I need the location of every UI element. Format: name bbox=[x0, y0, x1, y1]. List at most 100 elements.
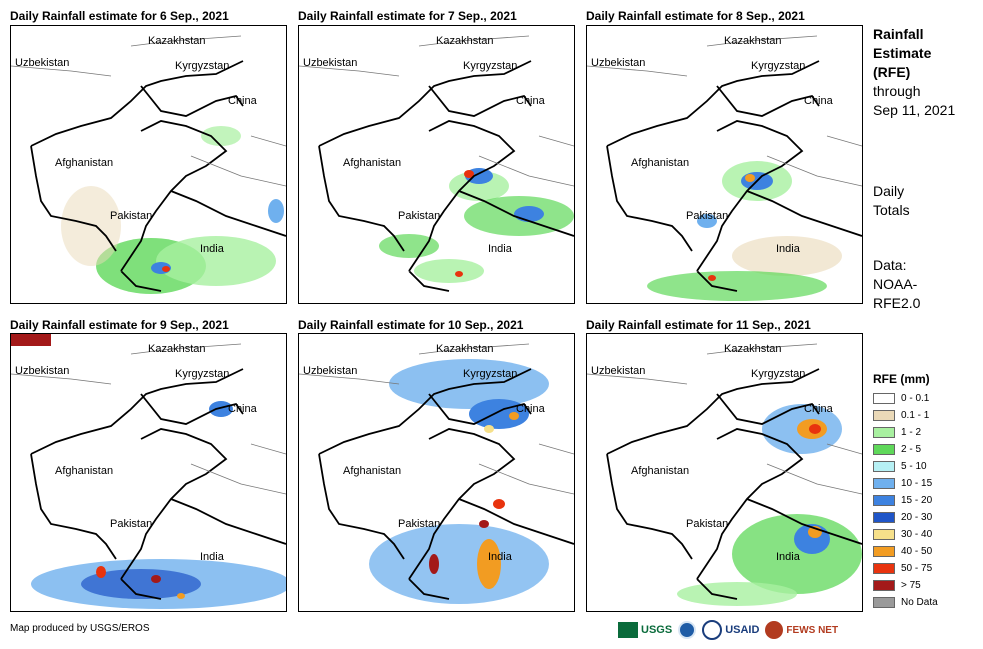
country-label-uzbekistan: Uzbekistan bbox=[591, 365, 646, 377]
fews-globe-icon bbox=[765, 621, 784, 639]
country-label-china: China bbox=[804, 95, 833, 107]
country-label-china: China bbox=[804, 403, 833, 415]
legend-label: No Data bbox=[901, 596, 938, 608]
legend-item: No Data bbox=[873, 594, 938, 610]
country-label-pakistan: Pakistan bbox=[686, 210, 729, 222]
country-label-afghanistan: Afghanistan bbox=[55, 465, 114, 477]
rainfall-map-sep10 bbox=[299, 343, 574, 604]
rainfall-map-sep11 bbox=[587, 343, 862, 606]
country-label-kyrgyzstan: Kyrgyzstan bbox=[175, 368, 230, 380]
country-label-uzbekistan: Uzbekistan bbox=[591, 57, 646, 69]
legend-item: 1 - 2 bbox=[873, 424, 921, 440]
legend-swatch bbox=[873, 477, 895, 489]
noaa-logo-icon bbox=[678, 621, 697, 639]
country-label-uzbekistan: Uzbekistan bbox=[303, 365, 358, 377]
country-label-uzbekistan: Uzbekistan bbox=[303, 57, 358, 69]
rainfall-map-sep8 bbox=[587, 35, 862, 301]
country-label-india: India bbox=[776, 551, 800, 563]
legend-swatch bbox=[873, 596, 895, 608]
map-panel-sep11 bbox=[586, 333, 863, 612]
map-panel-sep10 bbox=[298, 333, 575, 612]
map-credit: Map produced by USGS/EROS bbox=[10, 623, 150, 634]
country-label-kyrgyzstan: Kyrgyzstan bbox=[751, 60, 806, 72]
legend-label: 15 - 20 bbox=[901, 494, 933, 506]
map-panel-sep9 bbox=[10, 333, 287, 612]
legend-swatch bbox=[873, 545, 895, 557]
legend-swatch bbox=[873, 528, 895, 540]
legend-item: > 75 bbox=[873, 577, 921, 593]
map-panel-sep8 bbox=[586, 25, 863, 304]
country-label-china: China bbox=[228, 95, 257, 107]
country-label-pakistan: Pakistan bbox=[398, 210, 441, 222]
map-panel-sep7 bbox=[298, 25, 575, 304]
legend-item: 20 - 30 bbox=[873, 509, 932, 525]
legend-swatch bbox=[873, 494, 895, 506]
legend-title: RFE (mm) bbox=[873, 372, 930, 386]
panel-title-sep8: Daily Rainfall estimate for 8 Sep., 2021 bbox=[586, 9, 805, 23]
legend-label: 10 - 15 bbox=[901, 477, 933, 489]
country-label-kyrgyzstan: Kyrgyzstan bbox=[751, 368, 806, 380]
country-label-afghanistan: Afghanistan bbox=[343, 157, 402, 169]
panel-title-sep11: Daily Rainfall estimate for 11 Sep., 202… bbox=[586, 318, 811, 332]
country-label-afghanistan: Afghanistan bbox=[343, 465, 402, 477]
legend-item: 0.1 - 1 bbox=[873, 407, 929, 423]
legend-swatch bbox=[873, 443, 895, 455]
legend-label: 0.1 - 1 bbox=[901, 409, 930, 421]
legend-swatch bbox=[873, 562, 895, 574]
legend-heading: Rainfall Estimate (RFE) through Sep 11, … bbox=[873, 26, 956, 118]
legend-item: 2 - 5 bbox=[873, 441, 921, 457]
partner-logos: USGS USAID FEWS NET bbox=[618, 615, 838, 645]
rain-patches bbox=[11, 334, 286, 609]
legend-label: 5 - 10 bbox=[901, 460, 927, 472]
usgs-logo: USGS bbox=[618, 622, 672, 638]
country-label-kyrgyzstan: Kyrgyzstan bbox=[463, 368, 518, 380]
country-label-afghanistan: Afghanistan bbox=[55, 157, 114, 169]
country-label-kazakhstan: Kazakhstan bbox=[724, 343, 782, 355]
country-label-india: India bbox=[488, 243, 512, 255]
country-label-kyrgyzstan: Kyrgyzstan bbox=[463, 60, 518, 72]
legend-swatch bbox=[873, 392, 895, 404]
country-label-china: China bbox=[516, 95, 545, 107]
rainfall-map-sep9 bbox=[11, 334, 286, 609]
country-label-pakistan: Pakistan bbox=[686, 518, 729, 530]
legend-item: 30 - 40 bbox=[873, 526, 932, 542]
panel-title-sep9: Daily Rainfall estimate for 9 Sep., 2021 bbox=[10, 318, 229, 332]
fews-net-logo: FEWS NET bbox=[765, 621, 838, 639]
country-label-india: India bbox=[488, 551, 512, 563]
map-panel-sep6 bbox=[10, 25, 287, 304]
country-label-kazakhstan: Kazakhstan bbox=[148, 35, 206, 47]
legend-label: 20 - 30 bbox=[901, 511, 933, 523]
legend-item: 50 - 75 bbox=[873, 560, 932, 576]
country-label-uzbekistan: Uzbekistan bbox=[15, 365, 70, 377]
country-label-kyrgyzstan: Kyrgyzstan bbox=[175, 60, 230, 72]
legend-swatch bbox=[873, 579, 895, 591]
legend-label: 50 - 75 bbox=[901, 562, 933, 574]
legend-swatch bbox=[873, 426, 895, 438]
legend-label: 30 - 40 bbox=[901, 528, 933, 540]
country-label-pakistan: Pakistan bbox=[110, 518, 153, 530]
country-label-kazakhstan: Kazakhstan bbox=[436, 35, 494, 47]
country-label-afghanistan: Afghanistan bbox=[631, 157, 690, 169]
panel-title-sep6: Daily Rainfall estimate for 6 Sep., 2021 bbox=[10, 9, 229, 23]
country-label-afghanistan: Afghanistan bbox=[631, 465, 690, 477]
rainfall-map-sep7 bbox=[299, 35, 574, 292]
country-label-india: India bbox=[200, 551, 224, 563]
legend-item: 40 - 50 bbox=[873, 543, 932, 559]
legend-swatch bbox=[873, 409, 895, 421]
country-label-india: India bbox=[776, 243, 800, 255]
legend-item: 5 - 10 bbox=[873, 458, 927, 474]
country-label-pakistan: Pakistan bbox=[398, 518, 441, 530]
legend-label: 2 - 5 bbox=[901, 443, 922, 455]
usaid-seal-icon bbox=[702, 620, 723, 640]
country-label-india: India bbox=[200, 243, 224, 255]
country-label-kazakhstan: Kazakhstan bbox=[724, 35, 782, 47]
data-source-note: Data: NOAA- RFE2.0 bbox=[873, 257, 921, 311]
legend-swatch bbox=[873, 511, 895, 523]
legend-swatch bbox=[873, 460, 895, 472]
legend-label: 0 - 0.1 bbox=[901, 392, 930, 404]
usaid-logo: USAID bbox=[702, 620, 759, 640]
country-label-pakistan: Pakistan bbox=[110, 210, 153, 222]
legend-label: > 75 bbox=[901, 579, 921, 591]
legend-label: 1 - 2 bbox=[901, 426, 922, 438]
legend-item: 15 - 20 bbox=[873, 492, 932, 508]
